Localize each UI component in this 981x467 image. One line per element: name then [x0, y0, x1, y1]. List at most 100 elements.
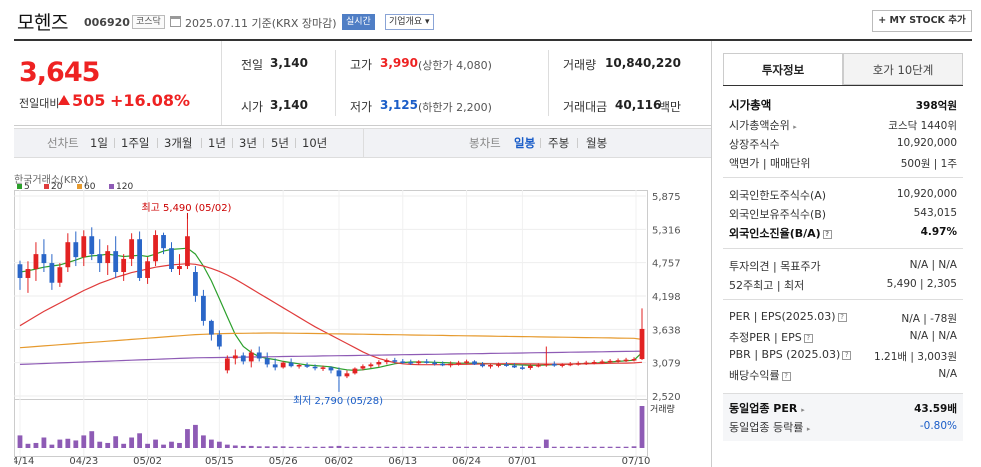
candle-body: [424, 361, 430, 363]
volume-bar: [113, 436, 119, 448]
candle-body: [623, 359, 629, 362]
candle-body: [464, 361, 469, 363]
volume-bar: [448, 446, 454, 448]
candle-body: [185, 236, 190, 267]
sector-per-value: 43.59배: [914, 403, 957, 415]
pbr-label: PBR | BPS (2025.03)?: [729, 348, 852, 361]
volume-bar: [25, 443, 31, 448]
sector-rate-text: 동일업종 등락률: [729, 421, 804, 434]
volume-bar: [89, 431, 95, 448]
period-monthly[interactable]: 월봉: [586, 136, 608, 150]
opinion-value: N/A | N/A: [909, 259, 957, 271]
candle-body: [328, 367, 334, 371]
week52-label: 52주최고 | 최저: [729, 279, 805, 292]
company-overview-dropdown[interactable]: 기업개요 ▾: [385, 14, 434, 30]
period-1y[interactable]: 1년: [208, 136, 226, 150]
candle-body: [145, 261, 150, 278]
candle-body: [288, 362, 294, 367]
candle-body: [161, 235, 166, 249]
period-separator: [232, 138, 233, 148]
par-label: 액면가 | 매매단위: [729, 157, 811, 170]
candle-body: [368, 364, 374, 367]
period-1w[interactable]: 1주일: [121, 136, 150, 150]
candle-body: [344, 373, 350, 377]
candle-body: [232, 355, 238, 359]
volume-bar: [384, 446, 390, 448]
stock-header: 모헨즈 006920 코스닥 2025.07.11 기준(KRX 장마감) 실시…: [0, 0, 981, 40]
volume-bar: [73, 440, 79, 448]
sector-rate-label[interactable]: 동일업종 등락률 ▸: [729, 419, 810, 435]
volume-bar: [368, 446, 374, 448]
help-icon[interactable]: ?: [837, 312, 847, 322]
legend-ma120-label: 120: [116, 182, 134, 192]
candle-body: [512, 365, 517, 368]
market-cap-rank-value: 코스닥 1440위: [888, 120, 957, 132]
candle-body: [472, 361, 477, 365]
open-value: 3,140: [270, 98, 308, 112]
volume-bar: [264, 446, 270, 448]
amount-label: 거래대금: [563, 100, 608, 114]
volume-bar: [575, 446, 581, 448]
period-separator: [540, 138, 541, 148]
volume-bar: [320, 446, 326, 448]
help-icon[interactable]: ?: [781, 371, 791, 381]
volume-bar: [344, 446, 350, 448]
volume-bar: [488, 446, 493, 448]
dividend-text: 배당수익률: [729, 369, 780, 382]
y-tick-label: 5,875: [652, 192, 681, 203]
volume-bar: [631, 446, 637, 448]
period-3m[interactable]: 3개월: [164, 136, 193, 150]
volume-bar: [464, 446, 469, 448]
volume-bar: [328, 446, 334, 448]
candle-body: [376, 362, 382, 365]
volume-bar: [129, 437, 135, 448]
market-cap-rank-label[interactable]: 시가총액순위 ▸: [729, 117, 797, 133]
foreign-hold-label: 외국인보유주식수(B): [729, 208, 827, 221]
candle-body: [81, 236, 87, 258]
tab-order-book[interactable]: 호가 10단계: [843, 53, 963, 85]
x-tick-label: 06/24: [452, 456, 481, 467]
legend-ma60: 60: [77, 182, 95, 192]
price-chart[interactable]: 5,875 5,316 4,757 4,198 3,638 3,079 2,520 04/14…: [14, 168, 711, 467]
candle-body: [129, 239, 135, 259]
period-10y[interactable]: 10년: [302, 136, 328, 150]
candle-body: [177, 266, 182, 270]
help-icon[interactable]: ?: [803, 333, 813, 343]
period-5y[interactable]: 5년: [271, 136, 289, 150]
period-weekly[interactable]: 주봉: [548, 136, 570, 150]
low-value: 3,125: [380, 98, 418, 112]
realtime-button[interactable]: 실시간: [342, 14, 375, 30]
week52-value: 5,490 | 2,305: [886, 278, 957, 290]
candle-body: [240, 355, 246, 362]
candle-body: [456, 362, 461, 365]
candle-chart-label: 봉차트: [469, 136, 501, 150]
candle-body: [543, 363, 549, 366]
candle-body: [488, 365, 493, 367]
period-1d[interactable]: 1일: [90, 136, 108, 150]
volume-bar: [41, 437, 47, 448]
add-my-stock-button[interactable]: + MY STOCK 추가: [872, 10, 972, 32]
candle-body: [575, 363, 581, 365]
volume-bar: [591, 446, 597, 448]
candle-body: [121, 258, 127, 273]
candle-body: [296, 365, 302, 367]
period-3y[interactable]: 3년: [239, 136, 257, 150]
dividend-label: 배당수익률?: [729, 367, 791, 383]
volume-bar: [623, 446, 629, 448]
help-icon[interactable]: ?: [822, 229, 832, 239]
period-group-divider: [363, 129, 364, 157]
candle-body: [272, 364, 278, 368]
candle-body: [448, 363, 454, 366]
volume-bar: [615, 446, 621, 448]
y-tick-label: 2,520: [652, 392, 681, 403]
candle-body: [591, 362, 597, 364]
sector-per-label[interactable]: 동일업종 PER ▸: [729, 400, 805, 416]
shares-label: 상장주식수: [729, 138, 780, 151]
market-cap-rank-text: 시가총액순위: [729, 119, 790, 132]
price-box: [14, 41, 222, 125]
tab-investment-info[interactable]: 투자정보: [723, 53, 843, 85]
help-icon[interactable]: ?: [842, 350, 852, 360]
foreign-hold-value: 543,015: [913, 207, 957, 219]
candle-body: [73, 242, 79, 258]
period-daily[interactable]: 일봉: [514, 136, 536, 150]
